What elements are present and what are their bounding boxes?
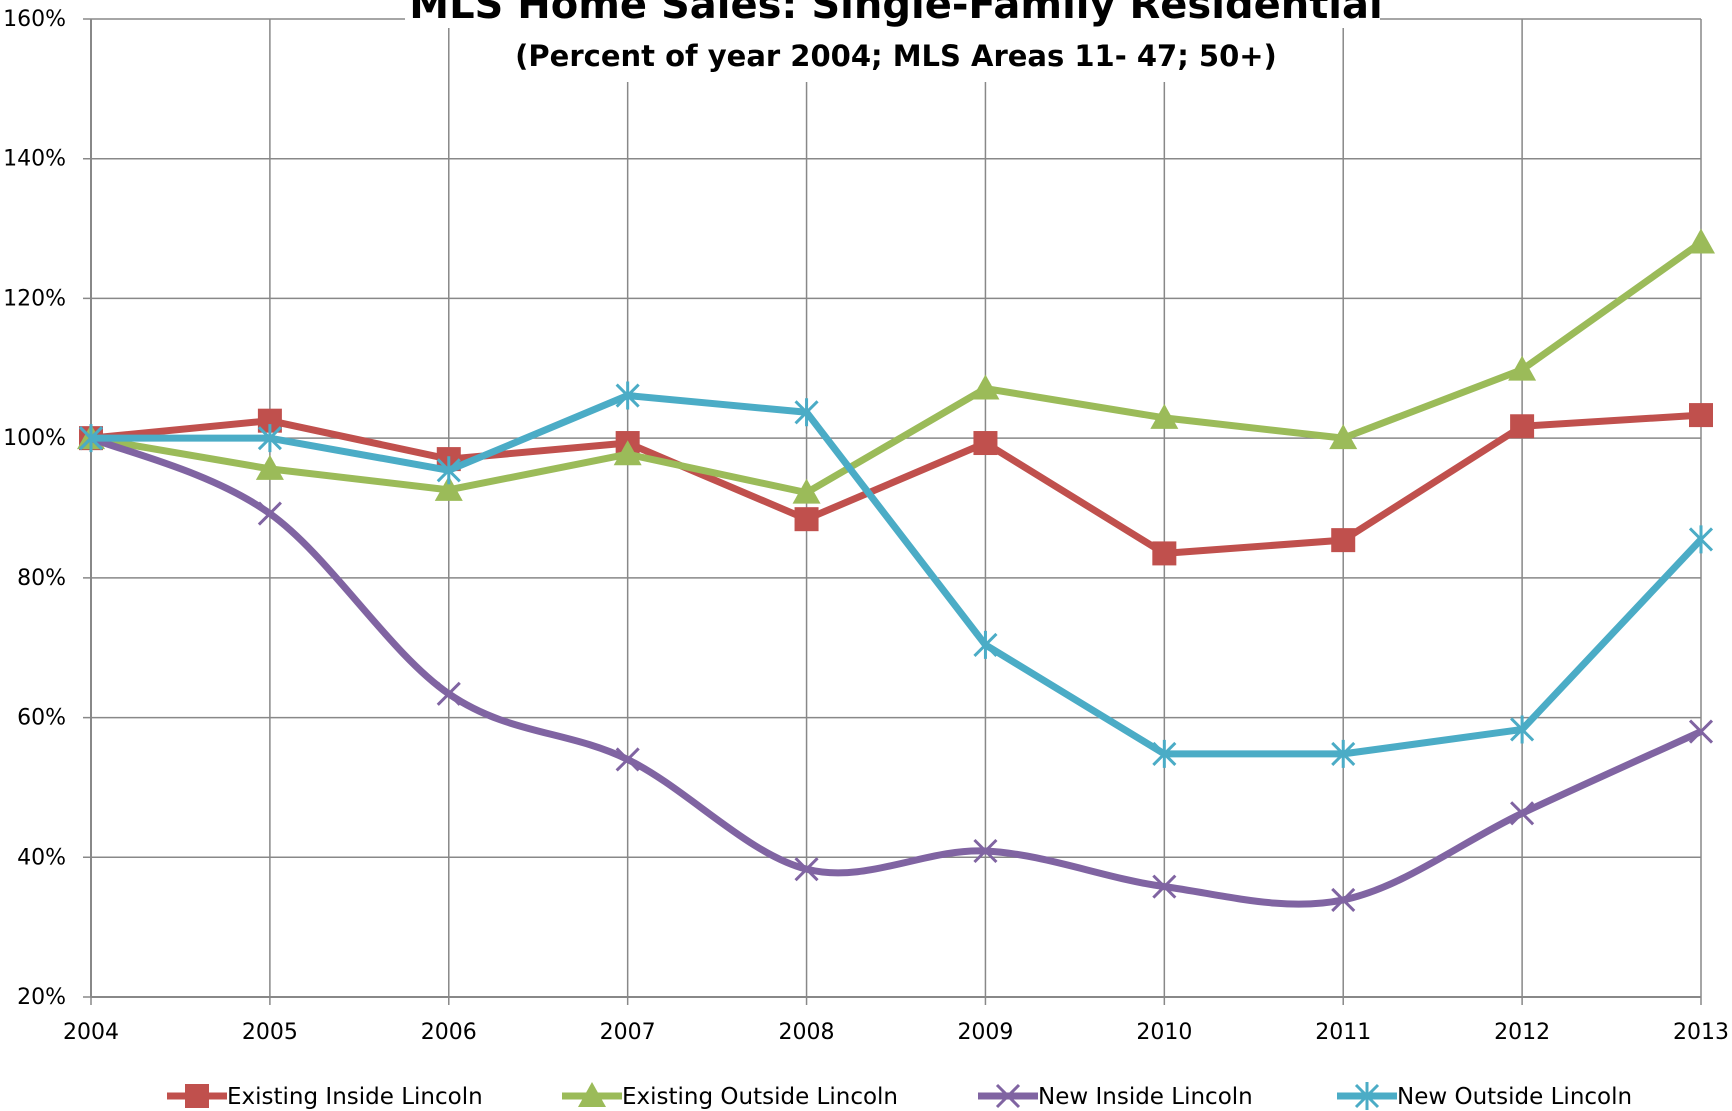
legend-item: New Inside Lincoln xyxy=(978,1083,1253,1110)
y-tick-label: 120% xyxy=(3,286,66,311)
x-tick-label: 2004 xyxy=(63,1020,119,1045)
chart-title: MLS Home Sales: Single-Family Residentia… xyxy=(409,0,1382,28)
data-point xyxy=(1152,739,1177,768)
legend-label: Existing Inside Lincoln xyxy=(227,1084,483,1110)
data-point xyxy=(1331,528,1356,553)
data-point xyxy=(434,475,463,501)
series-line xyxy=(91,392,1704,758)
data-point xyxy=(436,681,461,706)
x-tick-label: 2006 xyxy=(421,1020,477,1045)
data-point xyxy=(1150,403,1179,429)
data-point xyxy=(1331,887,1356,912)
y-tick-label: 160% xyxy=(3,7,66,32)
data-point xyxy=(1510,715,1535,744)
data-point xyxy=(1689,403,1713,428)
data-point xyxy=(794,398,819,427)
data-point xyxy=(615,747,640,772)
y-tick-label: 80% xyxy=(17,566,66,591)
data-point xyxy=(78,424,104,453)
x-tick-label: 2010 xyxy=(1136,1020,1192,1045)
x-tick-label: 2012 xyxy=(1494,1020,1550,1045)
legend-label: Existing Outside Lincoln xyxy=(622,1084,898,1110)
data-point xyxy=(973,838,998,864)
data-point xyxy=(1152,541,1177,566)
legend-label: New Outside Lincoln xyxy=(1397,1084,1632,1110)
data-point xyxy=(792,478,821,504)
chart-subtitle: (Percent of year 2004; MLS Areas 11- 47;… xyxy=(515,39,1277,73)
data-point xyxy=(613,440,642,466)
x-tick-label: 2011 xyxy=(1315,1020,1371,1045)
data-point xyxy=(973,431,998,456)
data-point xyxy=(1688,719,1714,744)
data-point xyxy=(615,381,640,410)
legend-item: New Outside Lincoln xyxy=(1337,1082,1632,1110)
y-tick-label: 20% xyxy=(17,985,66,1010)
data-point xyxy=(1687,228,1715,254)
data-point xyxy=(1152,874,1177,899)
x-tick-label: 2007 xyxy=(600,1020,656,1045)
legend-item: Existing Inside Lincoln xyxy=(167,1084,483,1110)
legend-label: New Inside Lincoln xyxy=(1038,1084,1253,1110)
y-tick-label: 140% xyxy=(3,147,66,172)
data-point xyxy=(1510,414,1535,439)
data-point xyxy=(255,454,284,480)
data-point xyxy=(257,424,282,453)
data-point xyxy=(436,456,461,485)
y-tick-label: 100% xyxy=(3,426,66,451)
y-tick-label: 40% xyxy=(17,845,66,870)
data-point xyxy=(794,507,819,532)
data-point xyxy=(1329,424,1358,450)
data-point xyxy=(1331,739,1356,768)
legend-marker xyxy=(578,1082,606,1107)
data-point xyxy=(1508,355,1537,381)
data-point xyxy=(971,374,1000,400)
x-tick-label: 2013 xyxy=(1673,1020,1729,1045)
legend-marker xyxy=(995,1083,1021,1109)
legend-marker xyxy=(1354,1082,1380,1110)
subtitle-background xyxy=(520,28,1260,82)
series-line xyxy=(90,239,1704,497)
x-tick-label: 2005 xyxy=(242,1020,298,1045)
y-tick-label: 60% xyxy=(17,706,66,731)
title-background xyxy=(405,0,1380,28)
series-line xyxy=(89,434,1703,908)
x-tick-label: 2009 xyxy=(957,1020,1013,1045)
series-line xyxy=(90,411,1702,557)
data-point xyxy=(1688,525,1714,554)
data-point xyxy=(973,630,998,659)
legend-item: Existing Outside Lincoln xyxy=(562,1082,898,1110)
x-tick-label: 2008 xyxy=(779,1020,835,1045)
data-point xyxy=(794,857,819,882)
data-point xyxy=(1510,801,1535,826)
legend-marker xyxy=(185,1084,209,1108)
data-point xyxy=(257,501,282,526)
